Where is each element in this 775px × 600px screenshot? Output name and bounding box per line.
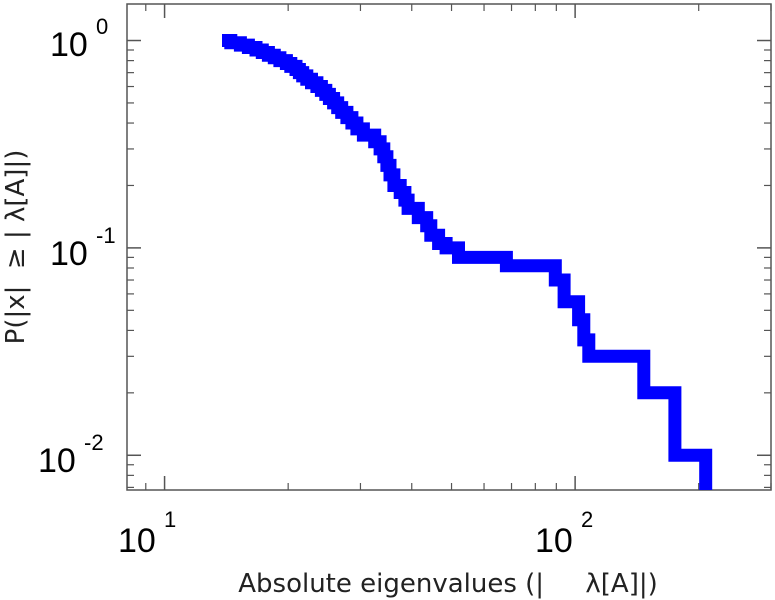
major-ticks [127, 4, 771, 490]
x-tick-base: 10 [535, 522, 573, 560]
y-tick-base: 10 [50, 26, 88, 64]
plot-frame [126, 3, 772, 491]
minor-ticks [127, 4, 772, 490]
y-tick-base: 10 [50, 235, 88, 273]
y-tick-label-0.01: 10 -2 [38, 430, 104, 480]
x-tick-base: 10 [118, 522, 156, 560]
y-tick-label-0.1: 10 -1 [50, 223, 116, 273]
x-tick-label-100: 10 2 [535, 507, 593, 560]
x-tick-exp: 1 [164, 507, 176, 532]
y-tick-exp: -2 [84, 430, 104, 455]
x-axis-title: Absolute eigenvalues (| λ[A]|) [238, 569, 658, 599]
y-axis-title: P(|x| ≥ | λ[A]|) [1, 150, 31, 345]
x-tick-exp: 2 [581, 507, 593, 532]
y-tick-label-1: 10 0 [50, 14, 108, 64]
y-tick-base: 10 [38, 442, 76, 480]
series-line [222, 34, 713, 490]
y-tick-exp: 0 [96, 14, 108, 39]
y-tick-exp: -1 [96, 223, 116, 248]
x-tick-label-10: 10 1 [118, 507, 176, 560]
